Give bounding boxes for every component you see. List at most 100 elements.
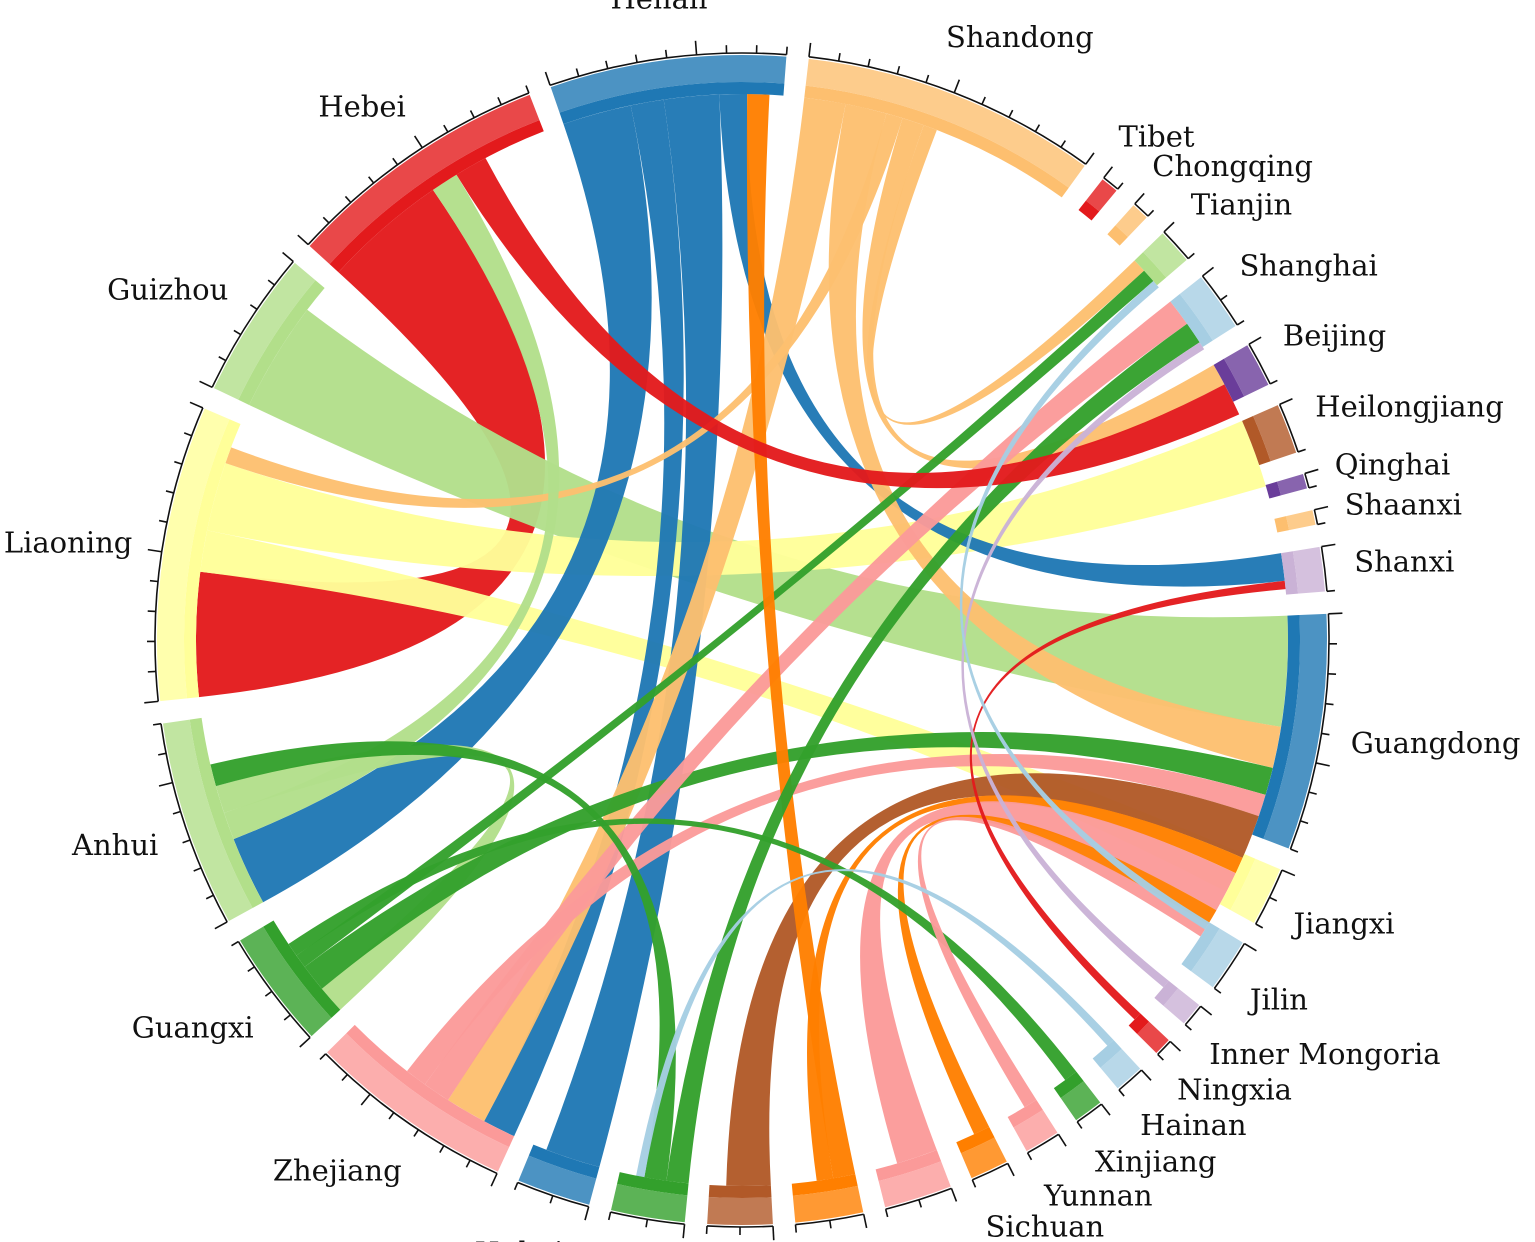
sector-track-fujian xyxy=(875,1150,942,1182)
sector-axis-hebei xyxy=(307,92,530,246)
chord-ribbons xyxy=(195,94,1289,1186)
tick-gansu-0 xyxy=(862,1214,868,1229)
tick-anhui-4 xyxy=(172,810,181,815)
tick-heilongjiang-1 xyxy=(1297,448,1306,453)
sector-axis-liaoning xyxy=(154,407,204,702)
tick-shaanxi-0 xyxy=(1314,505,1329,511)
sector-tibet xyxy=(1085,179,1117,212)
sector-track-chongqing xyxy=(1107,225,1128,246)
sector-axis-hunan xyxy=(706,1225,774,1228)
sector-jiangsu xyxy=(610,1183,688,1223)
ribbon-henan-to-anhui xyxy=(233,105,652,903)
tick-ningxia-0 xyxy=(1169,1040,1181,1052)
sector-axis-shanxi xyxy=(1320,546,1328,592)
tick-shanxi-1 xyxy=(1326,589,1336,593)
sector-track-hainan xyxy=(1092,1040,1122,1068)
tick-hebei-6 xyxy=(443,124,449,133)
sector-guangxi xyxy=(240,926,332,1037)
label-fujian: Fujian xyxy=(907,1240,1000,1242)
sector-sichuan xyxy=(960,1137,1007,1179)
label-shaanxi: Shaanxi xyxy=(1345,488,1462,522)
sector-track-tibet xyxy=(1078,200,1100,221)
sector-anhui xyxy=(162,719,253,922)
label-liaoning: Liaoning xyxy=(4,526,132,560)
tick-guangdong-6 xyxy=(1308,791,1317,795)
sector-axis-yunnan xyxy=(1027,1133,1059,1154)
sector-track-ningxia xyxy=(1128,1013,1150,1034)
tick-henan-8 xyxy=(785,46,788,55)
sector-hubei xyxy=(518,1155,597,1205)
tick-hubei-2 xyxy=(513,1182,519,1191)
tick-anhui-5 xyxy=(158,781,173,787)
ribbon-henan-to-zhejiang xyxy=(484,99,684,1137)
sector-hebei xyxy=(309,94,540,265)
tick-tianjin-0 xyxy=(1163,221,1175,233)
tick-chongqing-1 xyxy=(1147,209,1155,217)
tick-zhejiang-3 xyxy=(413,1129,420,1137)
tick-guangxi-4 xyxy=(231,940,239,947)
tick-tibet-1 xyxy=(1117,182,1124,190)
sector-track-inner-mongoria xyxy=(1154,980,1179,1006)
tick-shandong-2 xyxy=(867,58,871,67)
tick-liaoning-6 xyxy=(158,519,168,523)
sector-axis-jiangxi xyxy=(1255,869,1283,925)
sector-inner-mongoria xyxy=(1163,988,1200,1024)
sector-shanxi xyxy=(1292,546,1325,594)
sector-heilongjiang xyxy=(1253,405,1297,462)
tick-henan-3 xyxy=(634,54,638,63)
label-tianjin: Tianjin xyxy=(1191,188,1293,222)
label-yunnan: Yunnan xyxy=(1043,1178,1153,1212)
tick-xinjiang-1 xyxy=(1076,1121,1083,1129)
tick-henan-0 xyxy=(544,71,551,86)
tick-zhejiang-0 xyxy=(490,1173,498,1187)
tick-sichuan-0 xyxy=(1006,1163,1015,1177)
sector-yunnan xyxy=(1013,1109,1058,1152)
tick-jiangxi-0 xyxy=(1281,869,1296,877)
tick-guizhou-0 xyxy=(199,380,213,389)
sector-zhejiang xyxy=(327,1033,510,1172)
label-guangdong: Guangdong xyxy=(1351,726,1521,760)
ribbon-guangxi-to-guangdong xyxy=(304,731,1273,989)
sector-track-jiangsu xyxy=(617,1172,689,1196)
tick-beijing-0 xyxy=(1248,336,1262,345)
ribbon-shandong-to-liaoning xyxy=(225,113,903,508)
tick-zhejiang-4 xyxy=(388,1112,395,1120)
sector-liaoning xyxy=(157,408,230,702)
tick-guangdong-0 xyxy=(1328,612,1343,615)
tick-heilongjiang-0 xyxy=(1279,398,1293,406)
tick-guangxi-2 xyxy=(264,990,273,997)
sector-track-liaoning xyxy=(183,419,241,699)
sector-chongqing xyxy=(1115,205,1147,238)
label-qinghai: Qinghai xyxy=(1335,447,1451,481)
tick-liaoning-7 xyxy=(165,490,174,494)
tick-liaoning-9 xyxy=(183,432,192,437)
label-heilongjiang: Heilongjiang xyxy=(1315,389,1504,423)
sector-axis-shandong xyxy=(808,56,1087,165)
ribbon-shandong-to-beijing xyxy=(862,118,1225,469)
tick-fujian-1 xyxy=(918,1199,923,1208)
label-shanghai: Shanghai xyxy=(1239,248,1377,282)
tick-jiangsu-2 xyxy=(607,1211,612,1221)
label-tibet: Tibet xyxy=(1119,120,1195,154)
tick-shandong-0 xyxy=(808,42,812,57)
sector-axis-tibet xyxy=(1103,177,1119,190)
tick-anhui-0 xyxy=(214,921,228,930)
tick-anhui-6 xyxy=(158,752,167,756)
tick-guangxi-3 xyxy=(247,966,255,972)
ribbon-hebei-to-liaoning xyxy=(195,189,546,698)
sector-hunan xyxy=(707,1197,773,1225)
sector-track-hunan xyxy=(708,1185,772,1198)
sector-track-qinghai xyxy=(1265,481,1281,499)
tick-shandong-5 xyxy=(953,79,961,94)
tick-liaoning-8 xyxy=(174,460,183,465)
tick-zhejiang-5 xyxy=(360,1093,371,1106)
sector-axis-beijing xyxy=(1248,343,1271,385)
sector-track-hebei xyxy=(329,120,544,273)
label-guizhou: Guizhou xyxy=(107,272,228,306)
tick-sichuan-1 xyxy=(971,1179,977,1188)
label-shanxi: Shanxi xyxy=(1354,545,1454,579)
label-hainan: Hainan xyxy=(1140,1108,1247,1142)
sector-track-guangdong xyxy=(1252,615,1300,839)
sector-track-yunnan xyxy=(1007,1099,1043,1128)
sector-axis-zhejiang xyxy=(325,1053,498,1175)
